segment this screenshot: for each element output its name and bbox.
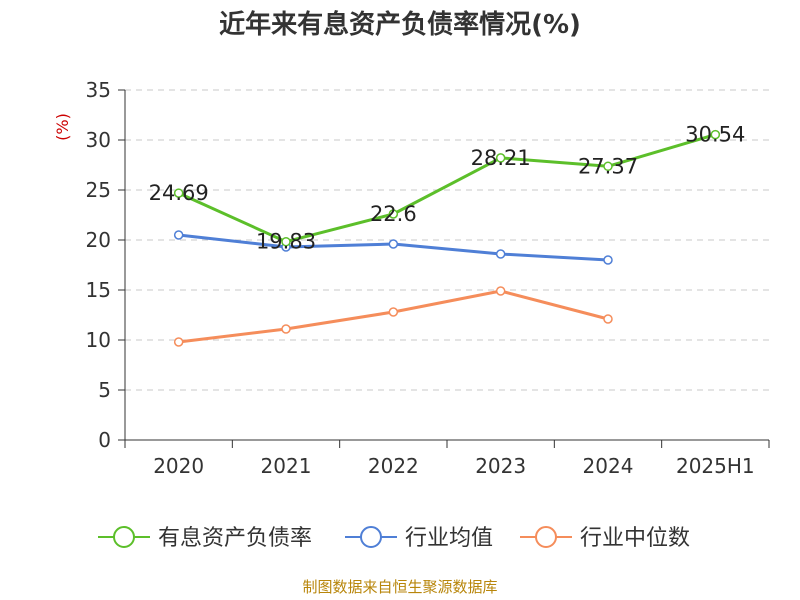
data-label: 22.6 bbox=[370, 202, 417, 226]
data-point bbox=[388, 239, 399, 249]
series-group bbox=[173, 129, 721, 347]
data-point bbox=[603, 161, 613, 172]
y-axis-unit: (%) bbox=[53, 113, 72, 141]
data-point bbox=[603, 255, 613, 265]
legend-label: 行业均值 bbox=[405, 526, 493, 551]
legend-label: 行业中位数 bbox=[580, 526, 690, 551]
y-tick-label: 5 bbox=[98, 378, 111, 402]
y-tick-label: 20 bbox=[86, 228, 111, 252]
legend-item: 有息资产负债率 bbox=[98, 526, 312, 551]
data-labels: 24.69 19.83 22.6 28.21 27.37 30.54 bbox=[149, 123, 746, 254]
data-point bbox=[281, 236, 291, 247]
data-label: 28.21 bbox=[471, 146, 531, 170]
data-label: 24.69 bbox=[149, 181, 209, 205]
legend: 有息资产负债率 行业均值 行业中位数 bbox=[98, 526, 690, 551]
series-line bbox=[178, 133, 716, 244]
legend-marker bbox=[113, 526, 135, 548]
data-label: 30.54 bbox=[685, 123, 745, 147]
x-axis-ticks: 2020 2021 2022 2023 2024 2025H1 bbox=[153, 454, 754, 478]
data-label: 27.37 bbox=[578, 154, 638, 178]
data-label: 19.83 bbox=[256, 230, 316, 254]
y-tick-label: 10 bbox=[86, 328, 111, 352]
x-tick-label: 2020 bbox=[153, 454, 204, 478]
source-note: 制图数据来自恒生聚源数据库 bbox=[302, 578, 497, 596]
y-tick-label: 25 bbox=[86, 178, 111, 202]
legend-label: 有息资产负债率 bbox=[158, 526, 312, 551]
chart-title: 近年来有息资产负债率情况(%) bbox=[219, 9, 581, 40]
gridlines bbox=[125, 89, 769, 391]
data-point bbox=[388, 307, 399, 317]
x-tick-label: 2023 bbox=[475, 454, 526, 478]
data-point bbox=[173, 337, 184, 347]
data-point bbox=[281, 324, 291, 334]
y-axis-ticks: 0 5 10 15 20 25 30 35 bbox=[86, 78, 111, 452]
y-tick-label: 0 bbox=[98, 428, 111, 452]
legend-item: 行业中位数 bbox=[520, 526, 690, 551]
x-tick-label: 2021 bbox=[261, 454, 312, 478]
data-point bbox=[495, 249, 506, 259]
data-point bbox=[710, 129, 721, 140]
x-tick-label: 2022 bbox=[368, 454, 419, 478]
legend-marker bbox=[360, 526, 382, 548]
legend-marker bbox=[535, 526, 557, 548]
y-tick-label: 30 bbox=[86, 128, 111, 152]
x-tick-label: 2024 bbox=[583, 454, 634, 478]
data-point bbox=[173, 230, 184, 240]
x-tick-label: 2025H1 bbox=[676, 454, 755, 478]
data-point bbox=[173, 188, 184, 198]
data-point bbox=[388, 209, 399, 219]
data-point bbox=[495, 153, 506, 163]
y-tick-label: 35 bbox=[86, 78, 111, 102]
data-point bbox=[603, 314, 613, 324]
y-tick-label: 15 bbox=[86, 278, 111, 302]
data-point bbox=[495, 286, 506, 296]
legend-item: 行业均值 bbox=[345, 526, 493, 551]
axes bbox=[118, 89, 770, 448]
